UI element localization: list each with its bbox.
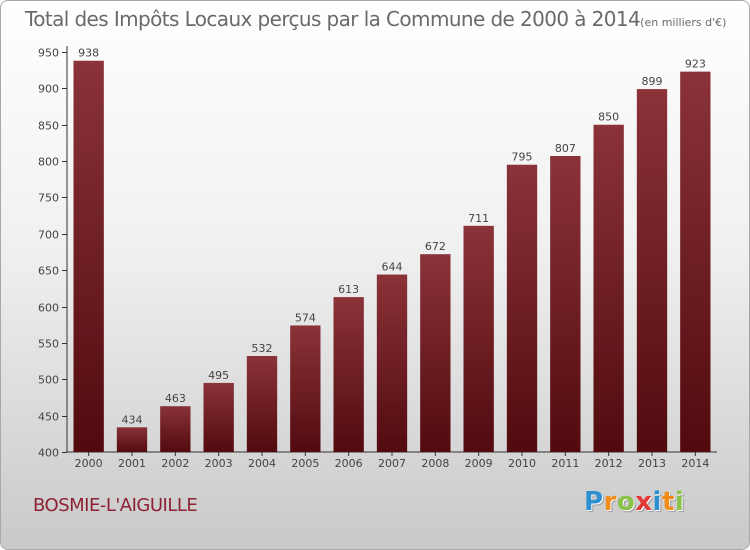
commune-name: BOSMIE-L'AIGUILLE [33,495,198,516]
bar [290,325,321,452]
x-tick-label: 2013 [638,457,666,470]
x-tick-label: 2007 [378,457,406,470]
bar [506,164,538,452]
y-tick-label: 850 [38,120,59,133]
brand-letter: r [603,487,617,517]
brand-letter: o [616,487,636,517]
proxiti-logo[interactable]: Proxiti [584,487,684,517]
x-tick-label: 2002 [161,457,189,470]
bar [376,274,408,452]
chart-title: Total des Impôts Locaux perçus par la Co… [25,7,726,31]
bar-value-label: 672 [425,240,446,253]
y-tick-label: 550 [38,338,59,351]
x-tick-label: 2009 [465,457,493,470]
y-tick-label: 900 [38,83,59,96]
bar-value-label: 532 [252,342,273,355]
x-tick-label: 2006 [335,457,363,470]
y-tick-label: 600 [38,302,59,315]
bar [420,254,451,452]
bar-value-label: 613 [338,283,359,296]
bar [463,225,494,452]
bar-value-label: 899 [642,75,663,88]
x-tick-label: 2005 [291,457,319,470]
chart-unit: (en milliers d'€) [640,16,727,29]
bar [680,71,711,453]
bar [203,382,234,452]
x-tick-label: 2000 [75,457,103,470]
bar-value-label: 495 [208,369,229,382]
brand-letter: P [584,487,604,517]
bar [333,297,364,452]
y-tick-label: 750 [38,192,59,205]
brand-letter: i [674,487,685,517]
bar-value-label: 644 [382,261,403,274]
bar-value-label: 434 [122,413,143,426]
y-tick-label: 950 [38,47,59,60]
bar-value-label: 807 [555,142,576,155]
y-tick-label: 700 [38,229,59,242]
bar-value-label: 938 [78,47,99,60]
brand-letter: i [652,487,662,517]
y-tick-label: 650 [38,265,59,278]
chart-title-text: Total des Impôts Locaux perçus par la Co… [25,7,641,31]
y-tick-label: 400 [38,447,59,460]
x-tick-label: 2010 [508,457,536,470]
x-tick-label: 2001 [118,457,146,470]
bar-value-label: 923 [685,58,706,71]
bar-value-label: 463 [165,392,186,405]
bar [550,156,581,452]
x-tick-label: 2003 [205,457,233,470]
bar [246,356,278,452]
bar [636,89,668,452]
x-tick-label: 2012 [595,457,623,470]
bar-value-label: 795 [512,151,533,164]
y-tick-label: 500 [38,374,59,387]
y-tick-label: 800 [38,156,59,169]
bar [160,406,191,452]
x-tick-label: 2004 [248,457,276,470]
x-tick-label: 2011 [551,457,579,470]
y-tick-label: 450 [38,411,59,424]
bar-value-label: 574 [295,311,316,324]
x-tick-label: 2014 [681,457,709,470]
brand-letter: t [661,487,675,517]
brand-letter: x [635,487,653,517]
bar [593,124,624,453]
bar-value-label: 711 [468,212,489,225]
bar [73,60,104,453]
bar-value-label: 850 [598,111,619,124]
x-tick-label: 2008 [421,457,449,470]
bar [116,427,148,452]
